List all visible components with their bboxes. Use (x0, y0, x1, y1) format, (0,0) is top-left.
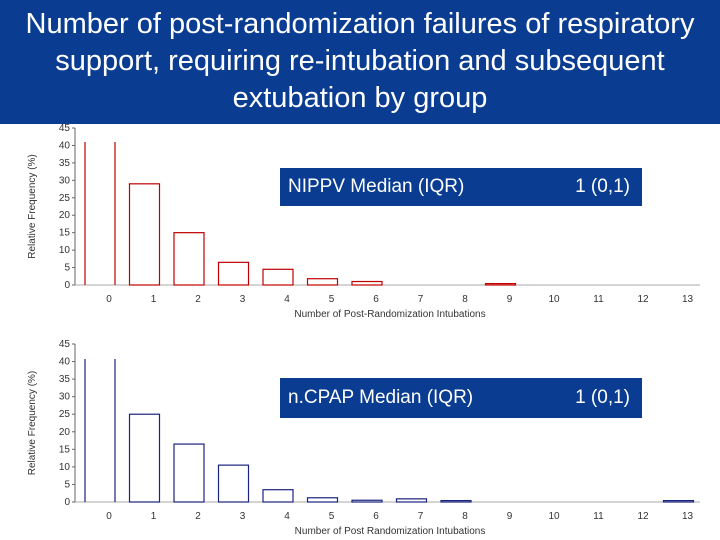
ncpap-y-axis-label: Relative Frequency (%) (27, 371, 38, 475)
ncpap-x-tick-label: 5 (329, 511, 335, 522)
nippv-bar-3 (217, 261, 250, 286)
nippv-y-tick-label: 40 (59, 140, 71, 151)
ncpap-y-tick-label: 35 (59, 374, 71, 385)
nippv-y-tick-label: 5 (64, 263, 70, 274)
nippv-median-box: NIPPV Median (IQR) 1 (0,1) (280, 168, 642, 206)
nippv-x-tick-label: 8 (462, 294, 468, 305)
nippv-x-tick-label: 12 (637, 294, 649, 305)
nippv-x-tick-label: 7 (418, 294, 424, 305)
ncpap-x-tick-label: 8 (462, 511, 468, 522)
ncpap-x-tick-label: 0 (106, 511, 112, 522)
ncpap-x-tick-label: 1 (151, 511, 157, 522)
ncpap-bar-3 (217, 464, 250, 503)
nippv-median-value: 1 (0,1) (575, 176, 630, 197)
ncpap-median-label: n.CPAP Median (IQR) (288, 387, 474, 408)
nippv-bar-1 (128, 183, 161, 286)
ncpap-x-tick-label: 2 (195, 511, 201, 522)
ncpap-x-tick-label: 9 (507, 511, 513, 522)
nippv-y-tick-label: 10 (59, 245, 71, 256)
ncpap-x-tick-label: 12 (637, 511, 649, 522)
ncpap-bar-8 (440, 499, 472, 503)
nippv-median-label: NIPPV Median (IQR) (288, 176, 465, 197)
nippv-x-tick-label: 4 (284, 294, 290, 305)
ncpap-y-tick-label: 30 (59, 392, 71, 403)
ncpap-bar-7 (395, 498, 428, 503)
ncpap-median-box: n.CPAP Median (IQR) 1 (0,1) (280, 378, 642, 418)
nippv-bar-4 (262, 268, 294, 286)
ncpap-y-tick-label: 25 (59, 409, 71, 420)
ncpap-x-tick-label: 10 (548, 511, 560, 522)
ncpap-y-tick-label: 40 (59, 357, 71, 368)
ncpap-y-tick-label: 20 (59, 427, 71, 438)
nippv-y-tick-label: 25 (59, 193, 71, 204)
nippv-x-tick-label: 9 (507, 294, 513, 305)
nippv-bar-2 (173, 232, 205, 286)
ncpap-bar-6 (351, 499, 383, 503)
nippv-y-axis-label: Relative Frequency (%) (27, 154, 38, 258)
nippv-y-tick-label: 45 (59, 124, 71, 134)
nippv-x-tick-label: 0 (106, 294, 112, 305)
ncpap-y-tick-label: 45 (59, 339, 71, 350)
nippv-bar-6 (351, 280, 383, 286)
ncpap-y-tick-label: 5 (64, 479, 70, 490)
ncpap-y-tick-label: 10 (59, 462, 71, 473)
ncpap-x-tick-label: 7 (418, 511, 424, 522)
nippv-x-tick-label: 3 (240, 294, 246, 305)
ncpap-bar-13 (662, 499, 695, 503)
ncpap-x-tick-label: 11 (593, 511, 604, 522)
nippv-x-tick-label: 10 (548, 294, 560, 305)
nippv-x-tick-label: 6 (373, 294, 379, 305)
nippv-x-tick-label: 2 (195, 294, 201, 305)
ncpap-median-value: 1 (0,1) (575, 387, 630, 408)
ncpap-bar-2 (173, 443, 205, 503)
nippv-y-tick-label: 15 (59, 228, 71, 239)
ncpap-y-tick-label: 15 (59, 444, 71, 455)
nippv-x-tick-label: 13 (682, 294, 694, 305)
nippv-bar-9 (484, 283, 517, 286)
ncpap-y-tick-label: 0 (64, 497, 70, 508)
nippv-y-tick-label: 35 (59, 158, 71, 169)
ncpap-x-tick-label: 13 (682, 511, 694, 522)
nippv-bar-5 (306, 278, 339, 286)
ncpap-bar-4 (262, 489, 294, 503)
ncpap-x-tick-label: 3 (240, 511, 246, 522)
nippv-x-tick-label: 1 (151, 294, 157, 305)
nippv-x-tick-label: 5 (329, 294, 335, 305)
title-bar: Number of post-randomization failures of… (0, 0, 720, 124)
ncpap-bar-1 (128, 413, 161, 503)
nippv-y-tick-label: 30 (59, 175, 71, 186)
ncpap-bar-5 (306, 497, 339, 503)
nippv-y-tick-label: 0 (64, 280, 70, 291)
ncpap-x-tick-label: 6 (373, 511, 379, 522)
ncpap-x-axis-label: Number of Post Randomization Intubations (295, 526, 486, 537)
nippv-x-tick-label: 11 (593, 294, 604, 305)
nippv-y-tick-label: 20 (59, 210, 71, 221)
ncpap-x-tick-label: 4 (284, 511, 290, 522)
nippv-x-axis-label: Number of Post-Randomization Intubations (294, 309, 485, 320)
slide-title: Number of post-randomization failures of… (25, 8, 695, 114)
